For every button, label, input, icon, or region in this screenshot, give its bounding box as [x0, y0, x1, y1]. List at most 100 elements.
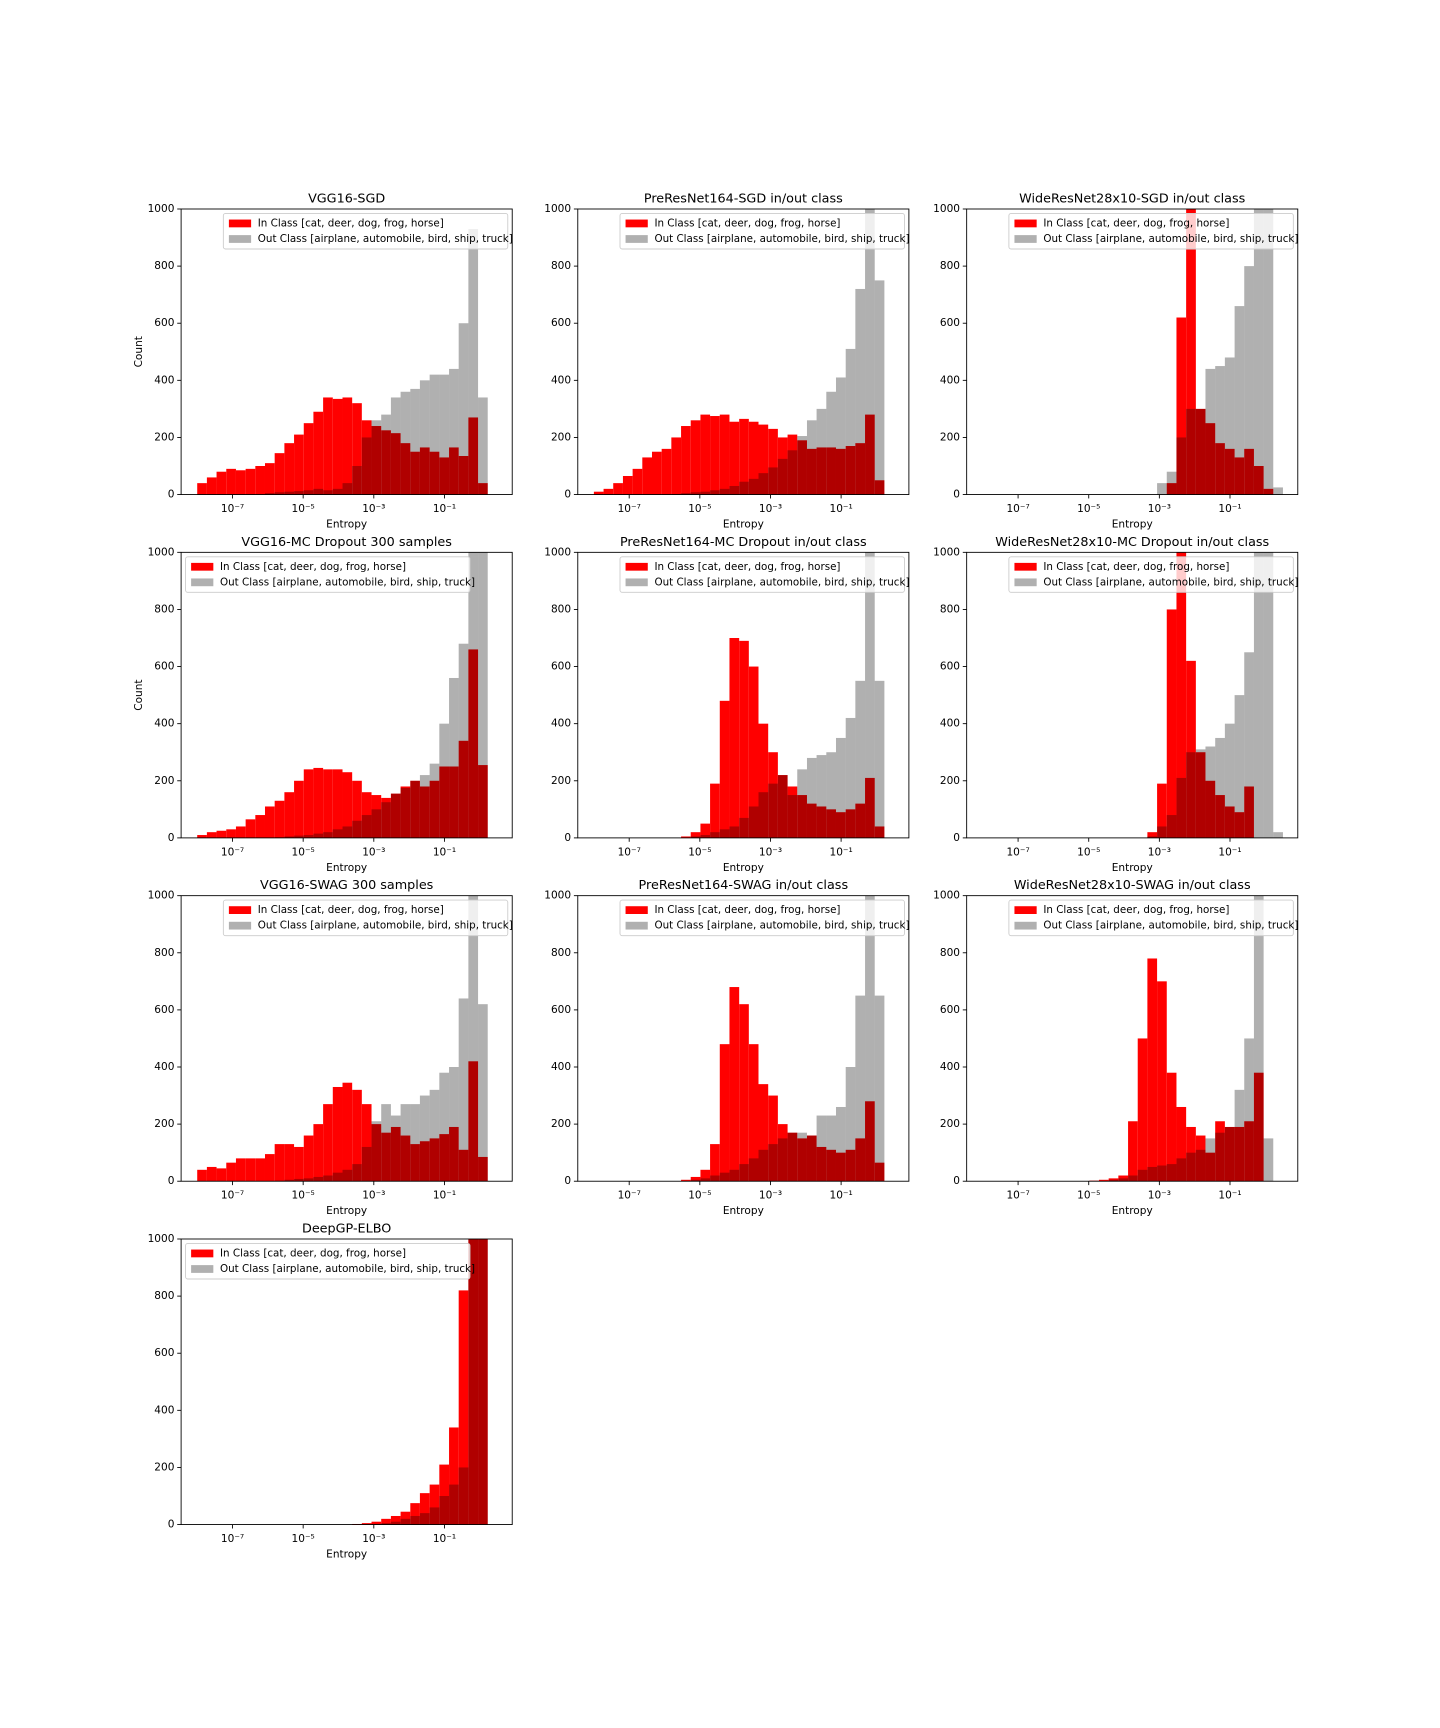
histogram-bar	[748, 1044, 759, 1182]
histogram-bar	[226, 829, 236, 838]
histogram-bar	[1157, 981, 1167, 1182]
histogram-bar	[632, 468, 643, 495]
x-tick-label: 10⁻³	[759, 1190, 782, 1202]
histogram-bar	[1244, 652, 1254, 838]
histogram-bar	[323, 1104, 333, 1182]
histogram-bar	[797, 795, 807, 838]
histogram-bar	[410, 1144, 420, 1182]
y-tick-label: 800	[940, 603, 960, 615]
histogram-bar	[419, 775, 430, 838]
histogram-bar	[748, 806, 759, 838]
chart-title: PreResNet164-MC Dropout in/out class	[620, 535, 867, 550]
histogram-bar	[371, 420, 382, 495]
x-tick-label: 10⁻¹	[433, 1190, 456, 1202]
histogram-bar	[787, 1132, 798, 1182]
histogram-bar	[264, 806, 275, 838]
y-tick-label: 400	[154, 718, 174, 730]
histogram-bar	[390, 1126, 401, 1182]
histogram-bar	[361, 420, 372, 495]
y-tick-label: 1000	[544, 546, 571, 558]
histogram-bar	[381, 1104, 391, 1182]
histogram-bar	[651, 451, 662, 495]
legend-label: In Class [cat, deer, dog, frog, horse]	[1043, 561, 1229, 573]
histogram-bar	[758, 723, 769, 838]
histogram-bar	[313, 1124, 324, 1182]
subplot: 0 200 400 600 800 1000 10⁻⁷ 10⁻⁵ 10⁻³ 10⁻¹ Entropy…	[148, 878, 513, 1217]
y-tick-label: 200	[551, 1118, 571, 1130]
x-axis-label: Entropy	[1112, 862, 1153, 874]
histogram-bar	[1176, 1106, 1187, 1182]
histogram-bar	[323, 397, 333, 495]
histogram-bar	[458, 1467, 469, 1525]
x-tick-label: 10⁻⁷	[221, 503, 244, 515]
histogram-bar	[1195, 752, 1206, 838]
legend-swatch	[625, 235, 648, 243]
histogram-bar	[787, 434, 798, 495]
x-tick-label: 10⁻³	[362, 1190, 385, 1202]
histogram-bar	[700, 823, 711, 838]
y-tick-label: 800	[154, 603, 174, 615]
histogram-bar	[826, 1149, 836, 1182]
histogram-bar	[700, 1169, 711, 1182]
x-tick-label: 10⁻⁷	[1006, 846, 1029, 858]
histogram-bar	[1176, 317, 1187, 495]
legend-label: Out Class [airplane, automobile, bird, s…	[258, 920, 513, 932]
histogram-bar	[681, 1179, 691, 1182]
histogram-bar	[361, 1523, 372, 1525]
bars	[197, 228, 488, 495]
histogram-bar	[768, 1095, 778, 1182]
histogram-bar	[216, 471, 227, 495]
histogram-bar	[342, 397, 353, 495]
histogram-bar	[371, 426, 382, 495]
histogram-bar	[681, 426, 691, 495]
histogram-bar	[806, 420, 817, 495]
histogram-bar	[449, 368, 459, 495]
chart-title: WideResNet28x10-SGD in/out class	[1019, 192, 1246, 207]
histogram-bar	[294, 1146, 304, 1182]
legend-swatch	[228, 235, 252, 243]
histogram-bar	[1137, 1169, 1148, 1182]
histogram-bar	[1244, 448, 1254, 495]
histogram-bar	[835, 448, 846, 495]
y-tick-label: 0	[564, 489, 571, 501]
histogram-bar	[264, 1154, 275, 1182]
histogram-bar	[226, 468, 236, 495]
x-tick-label: 10⁻⁷	[618, 1190, 641, 1202]
chart-title: WideResNet28x10-SWAG in/out class	[1014, 878, 1251, 893]
histogram-bar	[352, 780, 362, 838]
histogram-bar	[816, 408, 827, 495]
histogram-bar	[797, 1132, 807, 1182]
histogram-bar	[1215, 366, 1225, 495]
histogram-bar	[816, 755, 827, 838]
histogram-bar	[1205, 1138, 1216, 1182]
x-axis-label: Entropy	[1112, 519, 1153, 531]
histogram-bar	[1186, 1152, 1196, 1182]
y-tick-label: 600	[551, 317, 571, 329]
axes-frame	[180, 208, 513, 496]
histogram-bar	[874, 1162, 885, 1182]
histogram-bar	[410, 780, 420, 838]
histogram-bar	[1166, 471, 1177, 495]
histogram-bar	[748, 666, 759, 838]
x-axis-label: Entropy	[723, 519, 764, 531]
y-tick-label: 400	[154, 374, 174, 386]
histogram-bar	[865, 777, 875, 838]
legend-box	[185, 1243, 471, 1280]
histogram-bar	[1176, 552, 1187, 838]
histogram-bar	[797, 1138, 807, 1182]
histogram-bar	[381, 797, 391, 838]
y-tick-label: 800	[154, 260, 174, 272]
chart-title: DeepGP-ELBO	[302, 1222, 391, 1237]
x-tick-label: 10⁻⁷	[618, 503, 641, 515]
histogram-bar	[429, 763, 440, 838]
histogram-bar	[468, 228, 479, 495]
histogram-bar	[729, 421, 740, 495]
histogram-bar	[739, 640, 749, 838]
y-tick-label: 600	[154, 661, 174, 673]
x-axis-label: Entropy	[326, 519, 367, 531]
histogram-bar	[468, 1061, 479, 1182]
histogram-bar	[313, 488, 324, 495]
legend: In Class [cat, deer, dog, frog, horse] Ou…	[185, 556, 475, 593]
histogram-bar	[1253, 895, 1264, 1182]
